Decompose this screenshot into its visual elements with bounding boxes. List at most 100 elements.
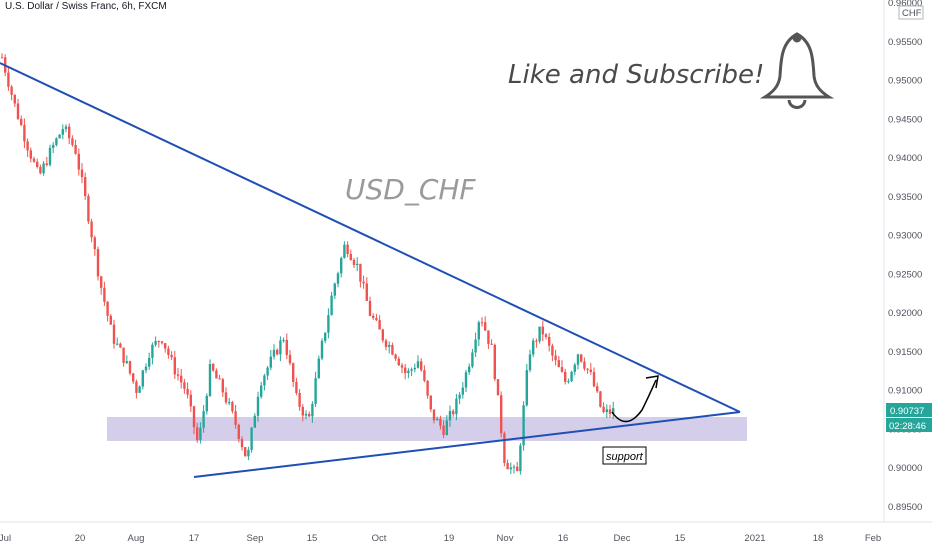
- candle-body: [237, 424, 240, 440]
- candle-body: [263, 375, 266, 386]
- candle-body: [320, 340, 324, 359]
- candle-body: [212, 364, 215, 371]
- candle-body: [532, 340, 535, 355]
- candle-body: [20, 118, 23, 125]
- candle-body: [250, 427, 253, 450]
- candle-body: [327, 315, 330, 333]
- candle-body: [423, 370, 426, 381]
- candle-body: [375, 317, 378, 321]
- candle-body: [500, 395, 503, 434]
- candle-body: [68, 126, 71, 139]
- candle-body: [586, 368, 589, 370]
- support-label-box: [602, 446, 647, 465]
- time-tick-label: 16: [558, 533, 569, 544]
- candle-body: [48, 147, 52, 165]
- price-tick-label: 0.96000: [888, 0, 922, 9]
- time-axis[interactable]: Jul 20 Aug 17 Sep 15 Oct 19 Nov 16 Dec 15 2021 18 Feb: [0, 533, 881, 544]
- candle-body: [154, 341, 157, 345]
- candle-body: [311, 403, 314, 417]
- candle-body: [10, 86, 13, 95]
- price-tick-label: 0.91500: [888, 347, 922, 358]
- candle-body: [7, 72, 10, 87]
- price-axis[interactable]: 0.96000 0.95500 0.95000 0.94500 0.94000 0.935…: [888, 0, 922, 513]
- candle-body: [100, 276, 103, 288]
- candle-body: [189, 394, 192, 407]
- candle-body: [256, 396, 260, 416]
- candle-body: [567, 381, 570, 383]
- candle-body: [170, 354, 173, 358]
- currency-label: CHF: [902, 8, 922, 19]
- candle-body: [464, 372, 468, 388]
- candle-body: [413, 367, 416, 370]
- ascending-support-trendline[interactable]: [193, 411, 741, 478]
- candle-body: [484, 322, 487, 331]
- candle-body: [42, 163, 45, 174]
- candle-body: [400, 365, 404, 368]
- candle-body: [580, 354, 583, 362]
- candle-body: [343, 244, 346, 258]
- time-tick-label: 15: [675, 533, 686, 544]
- like-subscribe-text: Like and Subscribe!: [508, 60, 764, 90]
- candle-body: [352, 259, 356, 266]
- candle-body: [234, 411, 237, 425]
- candle-body: [384, 340, 388, 347]
- candle-body: [448, 411, 452, 421]
- candle-body: [407, 370, 410, 374]
- candle-body: [202, 411, 205, 428]
- candle-body: [420, 361, 423, 371]
- candle-body: [503, 433, 506, 463]
- candle-body: [119, 343, 122, 348]
- candle-body: [132, 373, 135, 382]
- countdown-box: [886, 418, 932, 432]
- candle-body: [308, 413, 311, 417]
- candle-body: [391, 345, 394, 355]
- candle-body: [301, 406, 304, 416]
- candle-body: [93, 237, 96, 250]
- candle-body: [218, 378, 221, 380]
- candle-body: [474, 339, 477, 353]
- candle-body: [314, 378, 317, 404]
- candle-body: [452, 411, 455, 415]
- candle-body: [416, 361, 420, 368]
- candle-body: [516, 466, 519, 472]
- candle-body: [64, 126, 68, 130]
- candle-body: [23, 124, 26, 142]
- candle-body: [228, 402, 231, 404]
- candle-body: [84, 177, 87, 197]
- candle-body: [394, 354, 397, 359]
- candle-body: [538, 326, 541, 342]
- candle-body: [324, 332, 327, 341]
- candle-body: [589, 369, 592, 372]
- candle-body: [429, 395, 432, 410]
- candle-body: [244, 447, 247, 457]
- candle-body: [87, 196, 90, 222]
- time-tick-label: 19: [444, 533, 455, 544]
- candle-body: [439, 418, 442, 426]
- candle-body: [599, 391, 602, 407]
- candle-body: [554, 355, 557, 361]
- candle-body: [260, 385, 263, 397]
- candle-body: [39, 166, 42, 174]
- candle-body: [304, 413, 308, 416]
- projection-arrow[interactable]: [611, 379, 657, 423]
- candle-body: [80, 169, 84, 178]
- candle-body: [196, 427, 199, 441]
- candle-body: [359, 263, 362, 282]
- candle-body: [608, 409, 612, 414]
- candle-body: [592, 371, 596, 387]
- candle-body: [288, 354, 292, 364]
- candle-body: [410, 369, 413, 371]
- candle-body: [388, 345, 391, 347]
- time-tick-label: 2021: [744, 533, 765, 544]
- candle-body: [365, 283, 368, 301]
- candle-body: [544, 334, 548, 337]
- price-tick-label: 0.95000: [888, 76, 922, 87]
- price-tick-label: 0.94500: [888, 114, 922, 125]
- candle-body: [26, 141, 29, 151]
- descending-trendline[interactable]: [0, 62, 741, 413]
- candle-body: [564, 371, 567, 382]
- time-tick-label: Oct: [372, 533, 387, 544]
- candle-body: [32, 158, 36, 162]
- candle-body: [215, 370, 218, 379]
